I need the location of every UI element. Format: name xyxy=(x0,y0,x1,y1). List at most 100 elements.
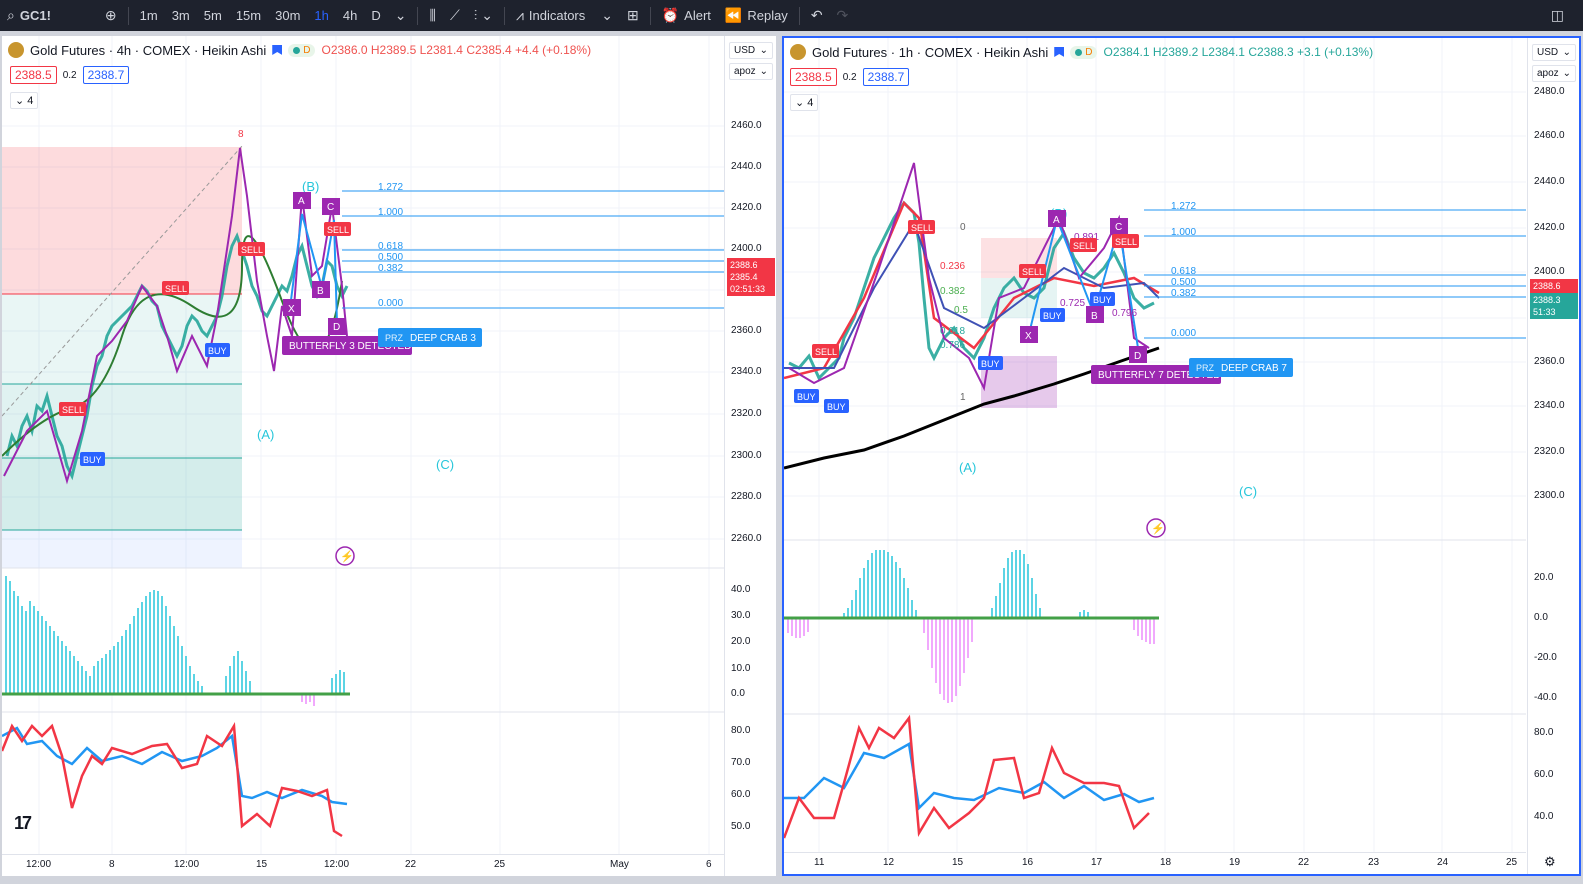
left-chart-canvas[interactable]: 1.272 1.000 0.618 0.500 0.382 0.000 8 (B… xyxy=(2,36,776,876)
trend-line xyxy=(2,145,243,417)
collapse-indicators-button[interactable]: ⌄ 4 xyxy=(790,94,819,111)
right-chart-canvas[interactable]: 1.272 1.000 0.618 0.500 0.382 0.000 0 0.… xyxy=(784,38,1579,874)
ema-red-line xyxy=(784,200,1160,380)
interval-dropdown[interactable]: ⌄ xyxy=(388,0,414,31)
layout-button[interactable]: ◫ xyxy=(1544,0,1571,31)
divider xyxy=(127,6,129,25)
tradingview-logo[interactable]: 17 xyxy=(14,813,32,833)
indicators-label: Indicators xyxy=(528,8,586,23)
reward-zone-2 xyxy=(2,384,242,458)
interval-1h[interactable]: 1h xyxy=(307,0,335,31)
left-price-scale[interactable]: USD ⌄ apoz ⌄ 2460.0 2440.0 2420.0 2400.0… xyxy=(724,36,776,876)
chart-type-button[interactable]: ⫶ ⌄ xyxy=(467,0,500,31)
replay-button[interactable]: ⏪ Replay xyxy=(718,0,795,31)
buy-price-button[interactable]: 2388.7 xyxy=(82,66,130,84)
fib-label: 0.618 xyxy=(1171,266,1196,277)
point-b: B xyxy=(1086,306,1104,323)
indicators-button[interactable]: ⩘ Indicators ⌄ xyxy=(509,0,620,31)
flag-icon[interactable] xyxy=(1054,47,1065,57)
price-tick: 2460.0 xyxy=(731,120,762,131)
scale-mode-select[interactable]: apoz ⌄ xyxy=(1532,65,1576,82)
top-toolbar: ⌕ GC1! ⊕ 1m 3m 5m 15m 30m 1h 4h D ⌄ ⫼ ⟋ … xyxy=(0,0,1583,31)
ohlc-high: H2389.5 xyxy=(370,43,417,57)
svg-text:SELL: SELL xyxy=(327,225,349,235)
interval-4h[interactable]: 4h xyxy=(336,0,364,31)
svg-text:BUY: BUY xyxy=(1043,311,1062,321)
lightning-icon[interactable] xyxy=(335,546,355,566)
compare-button[interactable]: ⊕ xyxy=(98,0,124,31)
interval-15m[interactable]: 15m xyxy=(229,0,268,31)
oscillator-histogram xyxy=(843,550,1089,618)
price-tick: 2320.0 xyxy=(1534,446,1565,457)
alarm-clock-icon: ⏰ xyxy=(661,7,680,23)
buy-signal: BUY xyxy=(824,399,849,413)
time-tick: May xyxy=(610,859,629,870)
interval-1m[interactable]: 1m xyxy=(133,0,165,31)
candles-button[interactable]: ⫼ xyxy=(422,0,442,31)
currency-label: USD xyxy=(734,45,756,56)
buy-price-button[interactable]: 2388.7 xyxy=(862,68,910,86)
interval-30m[interactable]: 30m xyxy=(268,0,307,31)
flag-icon[interactable] xyxy=(272,45,283,55)
left-time-scale[interactable]: 12:00 8 12:00 15 12:00 22 25 May 6 xyxy=(2,854,724,876)
scale-mode-select[interactable]: apoz ⌄ xyxy=(729,63,773,80)
right-time-scale[interactable]: 11 12 15 16 17 18 19 22 23 24 25 xyxy=(784,852,1526,874)
stoch-line xyxy=(784,714,1150,839)
time-tick: 11 xyxy=(814,857,825,868)
fib-label: 0.000 xyxy=(1171,328,1196,339)
point-d: D xyxy=(328,318,346,335)
svg-text:SELL: SELL xyxy=(911,223,933,233)
chevron-down-icon: ⌄ xyxy=(481,7,493,23)
time-tick: 25 xyxy=(494,859,506,870)
currency-select[interactable]: USD ⌄ xyxy=(1532,44,1576,61)
sell-price-button[interactable]: 2388.5 xyxy=(790,68,837,86)
osc-tick: 30.0 xyxy=(731,610,751,621)
currency-select[interactable]: USD ⌄ xyxy=(729,42,773,59)
sell-signal: SELL xyxy=(1070,238,1097,252)
market-status[interactable]: D xyxy=(1070,45,1098,59)
oscillator-negative xyxy=(301,694,315,706)
osc-tick: 0.0 xyxy=(1534,612,1548,623)
lightning-icon[interactable] xyxy=(1146,518,1166,538)
templates-button[interactable]: ⊞ xyxy=(620,0,646,31)
fib-label: 1.272 xyxy=(378,182,403,193)
undo-button[interactable]: ↶ xyxy=(804,0,830,31)
retrace-label: 1 xyxy=(960,392,966,403)
interval-3m[interactable]: 3m xyxy=(165,0,197,31)
interval-5m[interactable]: 5m xyxy=(197,0,229,31)
wave-label-c: (C) xyxy=(436,457,454,472)
svg-text:SELL: SELL xyxy=(1115,237,1137,247)
svg-text:D: D xyxy=(333,322,340,333)
settings-gear-icon[interactable]: ⚙ xyxy=(1544,854,1556,869)
left-title[interactable]: Gold Futures · 4h · COMEX · Heikin Ashi xyxy=(30,42,267,58)
ohlc-open: O2384.1 xyxy=(1103,45,1150,59)
osc-tick: 0.0 xyxy=(731,688,745,699)
right-chart-pane[interactable]: 1.272 1.000 0.618 0.500 0.382 0.000 0 0.… xyxy=(782,36,1581,876)
right-price-scale[interactable]: USD ⌄ apoz ⌄ 2480.0 2460.0 2440.0 2420.0… xyxy=(1527,38,1579,874)
price-tick: 2360.0 xyxy=(1534,356,1565,367)
svg-text:DEEP CRAB 3: DEEP CRAB 3 xyxy=(410,333,476,344)
sell-price-button[interactable]: 2388.5 xyxy=(10,66,57,84)
market-status[interactable]: D xyxy=(288,43,316,57)
alert-button[interactable]: ⏰ Alert xyxy=(655,0,718,31)
symbol-search[interactable]: ⌕ GC1! xyxy=(0,0,58,31)
time-tick: 12:00 xyxy=(174,859,200,870)
collapse-indicators-button[interactable]: ⌄ 4 xyxy=(10,92,39,109)
left-chart-pane[interactable]: 1.272 1.000 0.618 0.500 0.382 0.000 8 (B… xyxy=(2,36,776,876)
ema-blue-line xyxy=(784,220,1160,369)
right-legend: Gold Futures · 1h · COMEX · Heikin Ashi … xyxy=(790,44,1373,60)
divider xyxy=(798,6,800,25)
line-chart-button[interactable]: ⟋ xyxy=(443,0,467,31)
rsi-tick: 60.0 xyxy=(1534,769,1554,780)
svg-text:SELL: SELL xyxy=(815,347,837,357)
right-title[interactable]: Gold Futures · 1h · COMEX · Heikin Ashi xyxy=(812,44,1049,60)
point-a: A xyxy=(293,192,311,209)
indicators-icon: ⩘ xyxy=(515,7,524,23)
svg-text:C: C xyxy=(327,202,334,213)
deep-crab-label: PRZ DEEP CRAB 3 xyxy=(378,328,482,347)
redo-button[interactable]: ↷ xyxy=(830,0,856,31)
interval-d[interactable]: D xyxy=(364,0,387,31)
time-tick: 12:00 xyxy=(324,859,350,870)
price-tick: 2420.0 xyxy=(1534,222,1565,233)
rsi-tick: 60.0 xyxy=(731,789,751,800)
